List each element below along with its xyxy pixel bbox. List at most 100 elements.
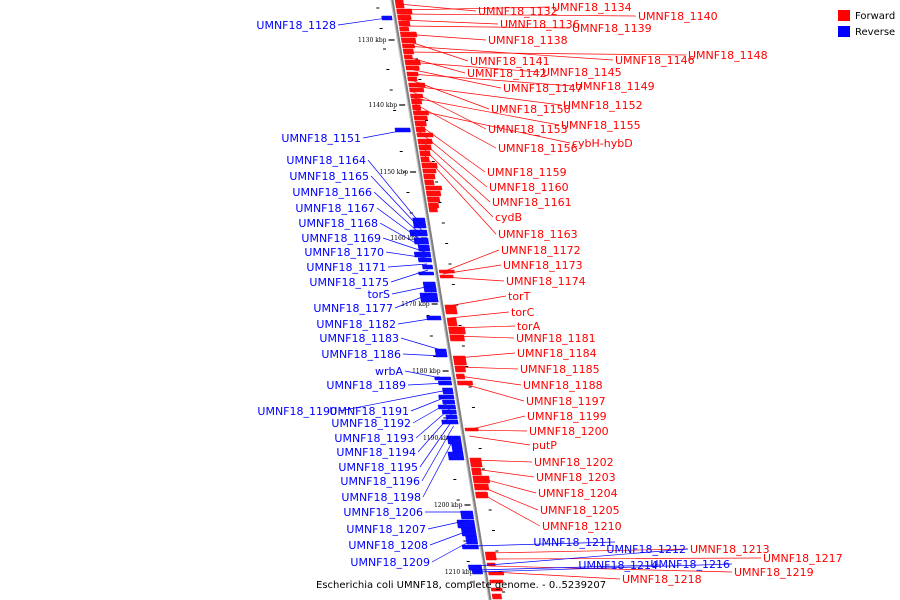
leader-UMNF18_1160	[419, 131, 488, 188]
gene-label-UMNF18_1204: UMNF18_1204	[538, 487, 618, 500]
leader-UMNF18_1199	[468, 415, 526, 431]
gene-label-UMNF18_1191: UMNF18_1191	[329, 405, 409, 418]
leader-UMNF18_1149	[410, 73, 574, 87]
forward-gene-53	[484, 551, 497, 561]
forward-gene-50	[472, 475, 491, 484]
gene-label-UMNF18_1136: UMNF18_1136	[500, 18, 580, 31]
gene-label-UMNF18_1219: UMNF18_1219	[734, 566, 814, 579]
gene-label-UMNF18_1155: UMNF18_1155	[561, 119, 641, 132]
forward-gene-35	[427, 202, 440, 209]
legend-reverse-swatch	[838, 26, 850, 37]
gene-label-putP: putP	[532, 439, 557, 452]
leader-UMNF18_1203	[474, 468, 535, 478]
leader-UMNF18_1198	[422, 435, 456, 498]
leader-UMNF18_1156	[414, 103, 497, 149]
leader-UMNF18_1132	[398, 3, 477, 12]
leader-UMNF18_1167	[376, 207, 424, 243]
gene-label-UMNF18_1214: UMNF18_1214	[578, 559, 658, 572]
leader-UMNF18_1175	[390, 269, 429, 283]
gene-label-UMNF18_1164: UMNF18_1164	[286, 154, 366, 167]
leader-UMNF18_1185	[457, 366, 519, 370]
leader-torS	[391, 285, 431, 295]
gene-label-UMNF18_1196: UMNF18_1196	[340, 475, 420, 488]
leader-UMNF18_1216	[477, 563, 733, 573]
legend: Forward Reverse	[838, 10, 895, 38]
gene-label-UMNF18_1153: UMNF18_1153	[488, 123, 568, 136]
gene-label-UMNF18_1206: UMNF18_1206	[343, 506, 423, 519]
legend-forward-swatch	[838, 10, 850, 21]
leader-UMNF18_1189	[407, 382, 447, 386]
leader-UMNF18_1204	[475, 476, 537, 494]
gene-label-UMNF18_1203: UMNF18_1203	[536, 471, 616, 484]
gene-label-torS: torS	[367, 288, 390, 301]
leader-UMNF18_1184	[456, 352, 516, 359]
gene-label-UMNF18_1139: UMNF18_1139	[572, 22, 652, 35]
forward-gene-56	[489, 579, 504, 584]
legend-reverse-label: Reverse	[855, 27, 895, 38]
leader-UMNF18_1192	[412, 401, 450, 424]
leader-UMNF18_1174	[443, 276, 505, 282]
gene-label-UMNF18_1151: UMNF18_1151	[281, 132, 361, 145]
gene-label-UMNF18_1193: UMNF18_1193	[334, 432, 414, 445]
leader-UMNF18_1136	[401, 19, 499, 25]
forward-gene-30	[423, 173, 436, 180]
forward-gene-31	[424, 179, 435, 186]
leader-UMNF18_1134	[399, 6, 551, 11]
leader-UMNF18_1186	[402, 353, 443, 357]
leader-UMNF18_1193	[415, 407, 451, 439]
gene-label-UMNF18_1165: UMNF18_1165	[289, 170, 369, 183]
leader-UMNF18_1151	[362, 129, 406, 139]
gene-label-UMNF18_1171: UMNF18_1171	[306, 261, 386, 274]
leader-UMNF18_1218	[491, 571, 621, 580]
major-tick-label-6: 1190 kbp	[423, 435, 452, 442]
gene-label-UMNF18_1186: UMNF18_1186	[321, 348, 401, 361]
gene-label-UMNF18_1177: UMNF18_1177	[313, 302, 393, 315]
leader-UMNF18_1141	[404, 39, 469, 62]
gene-label-UMNF18_1160: UMNF18_1160	[489, 181, 569, 194]
reverse-gene-8	[421, 264, 434, 270]
leader-UMNF18_1170	[385, 251, 427, 259]
forward-gene-19	[412, 110, 430, 116]
leader-UMNF18_1142	[407, 56, 466, 74]
leader-UMNF18_1138	[403, 33, 487, 41]
forward-gene-57	[490, 587, 503, 592]
leader-UMNF18_1188	[459, 375, 522, 386]
gene-label-UMNF18_1175: UMNF18_1175	[309, 276, 389, 289]
leader-UMNF18_1172	[442, 249, 500, 273]
gene-label-UMNF18_1200: UMNF18_1200	[529, 425, 609, 438]
gene-label-UMNF18_1167: UMNF18_1167	[295, 202, 375, 215]
leader-UMNF18_1196	[421, 425, 454, 482]
forward-gene-21	[414, 120, 427, 127]
gene-label-UMNF18_1199: UMNF18_1199	[527, 410, 607, 423]
leader-UMNF18_1217	[489, 557, 762, 560]
gene-label-cydB: cydB	[495, 211, 522, 224]
gene-label-UMNF18_1205: UMNF18_1205	[540, 504, 620, 517]
gene-label-UMNF18_1134: UMNF18_1134	[552, 1, 632, 14]
leader-UMNF18_1159	[418, 123, 486, 173]
forward-gene-18	[411, 104, 422, 111]
gene-label-UMNF18_1182: UMNF18_1182	[316, 318, 396, 331]
gene-label-UMNF18_1198: UMNF18_1198	[341, 491, 421, 504]
major-tick-label-1: 1140 kbp	[369, 102, 398, 109]
reverse-gene-3	[409, 229, 428, 237]
forward-gene-8	[402, 48, 415, 55]
gene-label-UMNF18_1212: UMNF18_1212	[606, 543, 686, 556]
major-tick-label-2: 1150 kbp	[380, 169, 409, 176]
reverse-gene-21	[445, 414, 458, 420]
forward-gene-4	[399, 26, 410, 32]
leader-UMNF18_1147	[409, 68, 502, 89]
major-tick-label-7: 1200 kbp	[434, 502, 463, 509]
leader-UMNF18_1182	[397, 317, 436, 325]
leader-wrbA	[404, 370, 446, 380]
gene-label-UMNF18_1150: UMNF18_1150	[491, 103, 571, 116]
forward-gene-13	[407, 76, 418, 82]
gene-label-UMNF18_1138: UMNF18_1138	[488, 34, 568, 47]
leader-UMNF18_1219	[490, 565, 733, 573]
forward-labels: UMNF18_1132UMNF18_1134UMNF18_1140UMNF18_…	[398, 1, 843, 586]
gene-label-UMNF18_1183: UMNF18_1183	[319, 332, 399, 345]
gene-label-UMNF18_1170: UMNF18_1170	[304, 246, 384, 259]
gene-label-torA: torA	[517, 320, 541, 333]
leader-UMNF18_1200	[468, 429, 528, 432]
major-tick-label-8: 1210 kbp	[445, 569, 474, 576]
leader-UMNF18_1140	[400, 13, 637, 17]
